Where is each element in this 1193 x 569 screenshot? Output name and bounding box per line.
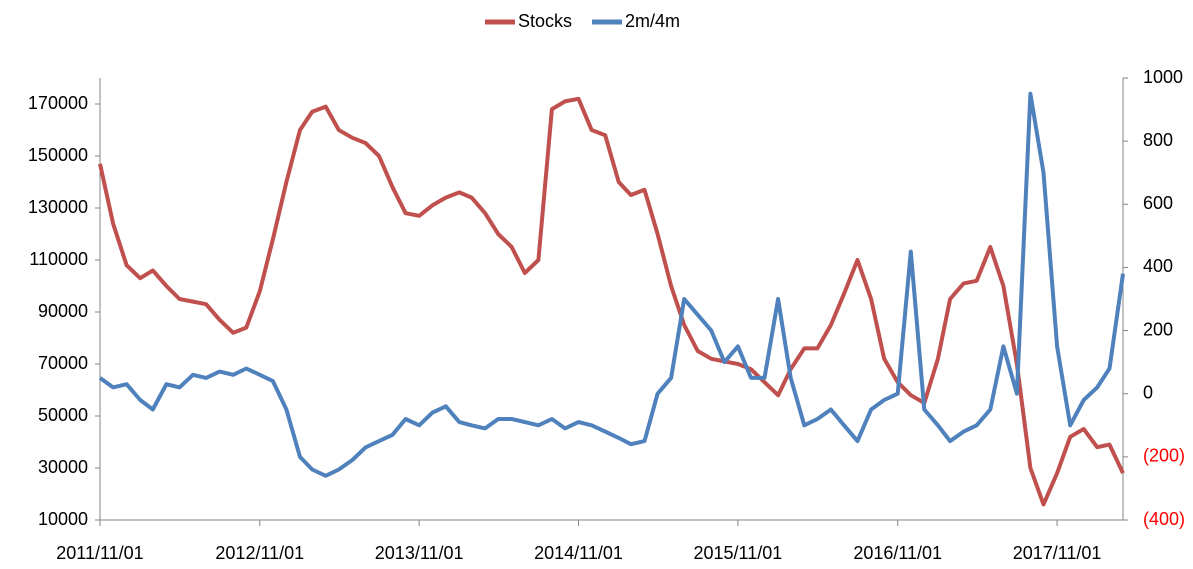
y2-tick-label: 0: [1143, 382, 1153, 402]
y-tick-label: 10000: [38, 509, 88, 529]
x-tick-label: 2011/11/01: [56, 543, 143, 563]
x-tick-label: 2012/11/01: [215, 543, 304, 563]
series-line: [98, 96, 1125, 507]
y-tick-label: 30000: [38, 457, 88, 477]
y2-tick-label: 400: [1143, 256, 1173, 276]
x-tick-label: 2016/11/01: [853, 543, 942, 563]
y-tick-label: 90000: [38, 301, 88, 321]
y2-tick-label: 600: [1143, 193, 1173, 213]
y-tick-label: 130000: [28, 197, 88, 217]
y-tick-label: 110000: [29, 249, 88, 269]
legend-label: 2m/4m: [625, 11, 680, 31]
x-tick-label: 2017/11/01: [1013, 543, 1102, 563]
y2-tick-label: (400): [1143, 509, 1185, 529]
series-line: [98, 91, 1125, 478]
legend-label: Stocks: [518, 11, 572, 31]
y2-tick-label: 800: [1143, 130, 1173, 150]
y-tick-label: 50000: [38, 405, 88, 425]
y2-tick-label: 200: [1143, 319, 1173, 339]
y-tick-label: 170000: [28, 93, 88, 113]
y-tick-label: 70000: [38, 353, 88, 373]
y-tick-label: 150000: [28, 145, 88, 165]
x-tick-label: 2014/11/01: [534, 543, 623, 563]
y2-tick-label: (200): [1143, 446, 1185, 466]
x-tick-label: 2015/11/01: [694, 543, 783, 563]
y2-tick-label: 1000: [1143, 67, 1183, 87]
x-tick-label: 2013/11/01: [375, 543, 464, 563]
